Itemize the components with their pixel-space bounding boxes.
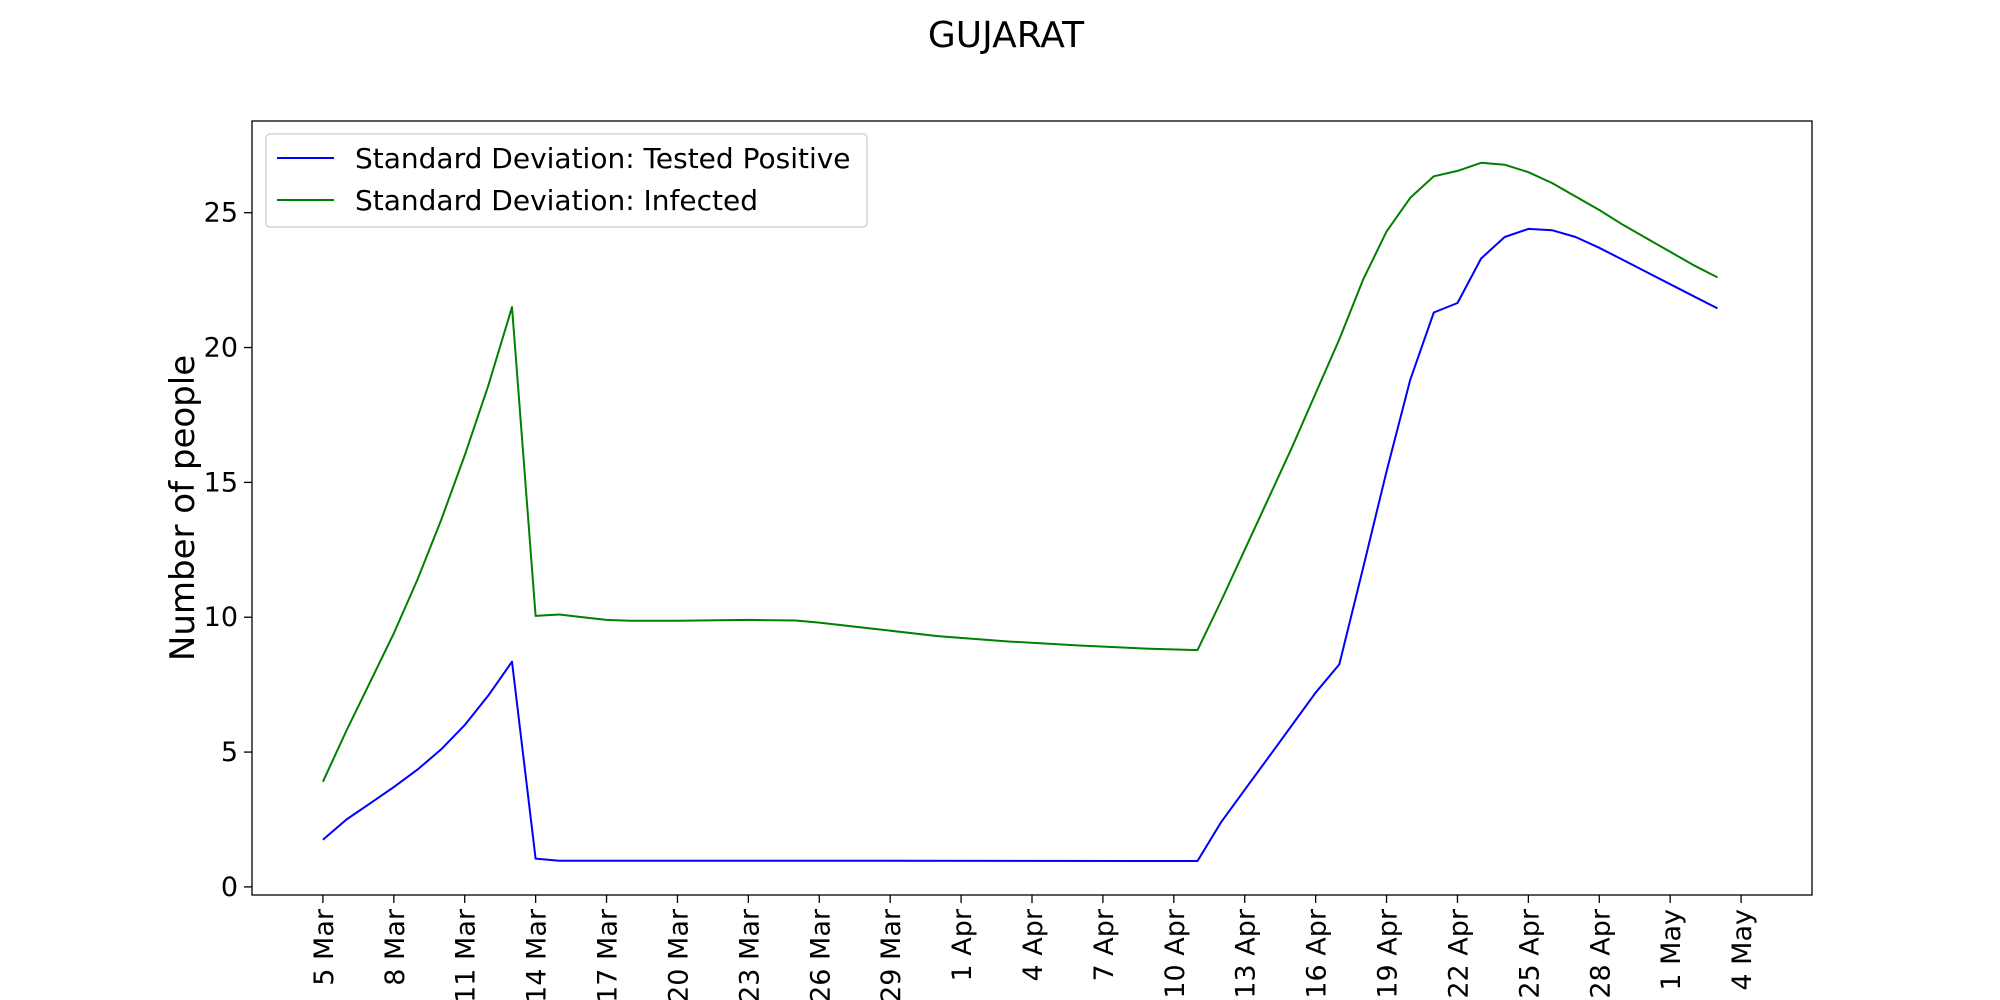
x-tick-label: 16 Apr: [1302, 908, 1333, 999]
x-axis: 5 Mar 8 Mar 11 Mar 14 Mar 17 Mar 20 Mar 23 Mar…: [309, 895, 1758, 1000]
x-tick-label: 10 Apr: [1160, 908, 1191, 999]
y-tick-label: 20: [204, 333, 238, 364]
x-tick-label: 25 Apr: [1514, 908, 1545, 999]
series-layer: [321, 161, 1718, 862]
y-axis: 0 5 10 15 20 25: [204, 198, 252, 903]
x-tick-label: 28 Apr: [1585, 908, 1616, 999]
chart-title: GUJARAT: [928, 15, 1085, 56]
x-tick-label: 13 Apr: [1231, 908, 1262, 999]
series-line-infected: [321, 161, 1718, 783]
x-tick-label: 7 Apr: [1089, 908, 1120, 981]
x-tick-label: 8 Mar: [380, 908, 411, 986]
x-tick-label: 11 Mar: [451, 908, 482, 1000]
legend: Standard Deviation: Tested Positive Stan…: [265, 133, 868, 228]
x-tick-label: 1 Apr: [947, 908, 978, 981]
x-tick-label: 22 Apr: [1444, 908, 1475, 999]
y-tick-label: 15: [204, 467, 238, 498]
x-tick-label: 23 Mar: [734, 908, 765, 1000]
x-tick-label: 26 Mar: [805, 908, 836, 1000]
x-tick-label: 4 May: [1727, 909, 1758, 991]
y-axis-label: Number of people: [163, 355, 203, 661]
legend-label-tested-positive: Standard Deviation: Tested Positive: [355, 142, 851, 175]
series-line-tested-positive: [322, 227, 1718, 862]
y-tick-label: 25: [204, 198, 238, 229]
legend-box: [265, 133, 868, 228]
y-tick-label: 0: [221, 872, 238, 903]
x-tick-label: 4 Apr: [1018, 908, 1049, 981]
x-tick-label: 14 Mar: [522, 908, 553, 1000]
x-tick-label: 20 Mar: [664, 908, 695, 1000]
x-tick-label: 19 Apr: [1373, 908, 1404, 999]
x-tick-label: 5 Mar: [309, 908, 340, 986]
x-tick-label: 1 May: [1656, 909, 1687, 991]
legend-label-infected: Standard Deviation: Infected: [355, 184, 758, 217]
y-tick-label: 10: [204, 602, 238, 633]
x-tick-label: 29 Mar: [876, 908, 907, 1000]
y-tick-label: 5: [221, 737, 238, 768]
x-tick-label: 17 Mar: [593, 908, 624, 1000]
